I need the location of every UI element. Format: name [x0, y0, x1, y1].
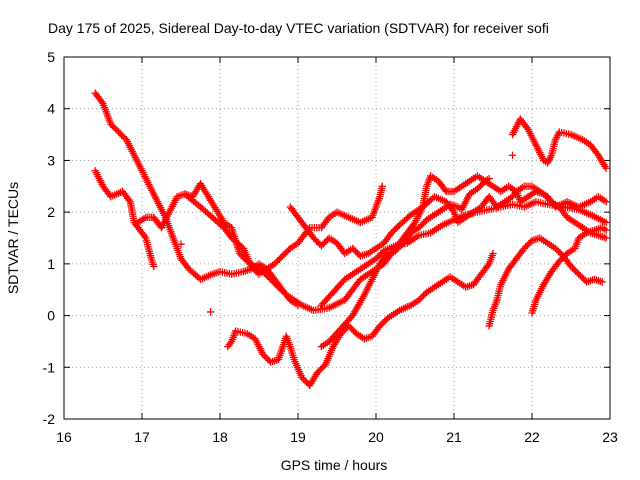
- data-point-marker: [206, 308, 215, 316]
- x-tick-label: 23: [602, 429, 618, 445]
- x-tick-label: 21: [446, 429, 462, 445]
- data-point-marker: [378, 182, 386, 190]
- x-tick-label: 19: [290, 429, 306, 445]
- data-points: [91, 89, 610, 390]
- data-point-marker: [177, 240, 185, 248]
- data-point-marker: [602, 218, 610, 227]
- data-point-marker: [602, 164, 610, 172]
- y-tick-label: 4: [47, 101, 55, 117]
- y-axis-label: SDTVAR / TECUs: [5, 182, 21, 294]
- data-point-marker: [598, 278, 606, 286]
- y-tick-labels: -2 -1 0 1 2 3 4 5: [43, 49, 56, 427]
- y-tick-label: -2: [43, 411, 56, 427]
- y-tick-label: 5: [47, 49, 55, 65]
- x-tick-label: 17: [134, 429, 150, 445]
- data-point-marker: [508, 151, 517, 159]
- x-tick-label: 18: [212, 429, 228, 445]
- data-point-marker: [602, 198, 610, 206]
- y-tick-label: 1: [47, 256, 55, 272]
- data-point-marker: [489, 249, 497, 258]
- data-point-marker: [485, 174, 493, 183]
- data-point-marker: [294, 301, 302, 309]
- data-point-marker: [150, 262, 158, 271]
- y-tick-label: 0: [47, 308, 55, 324]
- y-tick-label: 2: [47, 204, 55, 220]
- y-tick-label: 3: [47, 152, 55, 168]
- x-tick-label: 20: [368, 429, 384, 445]
- x-axis-label: GPS time / hours: [281, 457, 388, 473]
- x-tick-label: 22: [524, 429, 540, 445]
- x-tick-labels: 16 17 18 19 20 21 22 23: [56, 429, 618, 445]
- plot-frame: [63, 56, 611, 420]
- data-point-marker: [602, 234, 610, 242]
- data-point-marker: [602, 226, 610, 234]
- chart-title: Day 175 of 2025, Sidereal Day-to-day VTE…: [48, 20, 549, 36]
- y-tick-label: -1: [43, 359, 56, 375]
- x-tick-label: 16: [56, 429, 72, 445]
